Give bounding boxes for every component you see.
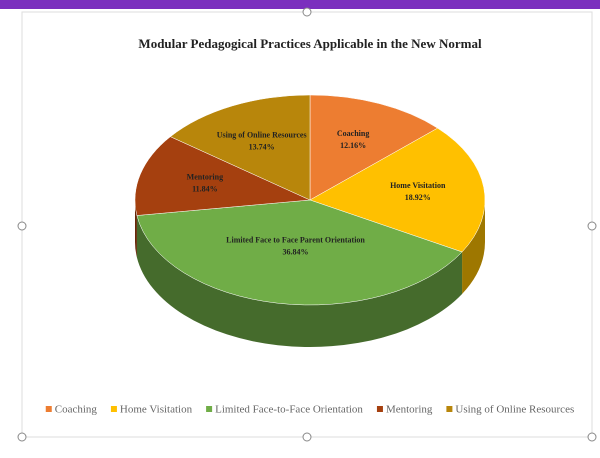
pie-side [136,215,463,347]
slice-label: Mentoring [187,173,223,182]
legend-swatch [376,406,383,412]
pie-slice [309,94,439,201]
chart-title: Modular Pedagogical Practices Applicable… [138,36,482,51]
legend-label: Home Visitation [120,404,193,416]
pie-slice [169,94,311,201]
handle [587,432,597,442]
slice-label: Home Visitation [390,181,446,190]
handle [302,7,312,17]
handle [17,221,27,231]
legend-label: Using of Online Resources [455,404,574,416]
slice-value-label: 13.74% [249,143,275,152]
slice-label: Limited Face to Face Parent Orientation [226,235,365,244]
legend-label: Limited Face-to-Face Orientation [215,404,363,416]
legend-label: Mentoring [386,404,433,416]
legend-swatch [110,406,117,412]
handle [17,432,27,442]
slice-value-label: 36.84% [283,247,309,256]
handle [302,432,312,442]
top-bar [0,0,600,9]
legend-swatch [446,406,453,412]
legend-swatch [206,406,213,412]
handle [587,221,597,231]
slice-value-label: 12.16% [340,141,366,150]
slice-value-label: 11.84% [192,185,218,194]
legend-label: Coaching [55,404,98,416]
legend-swatch [45,406,52,412]
slice-label: Using of Online Resources [217,131,307,140]
slice-label: Coaching [337,129,369,138]
pie-slice [136,199,463,306]
pie-slice [134,136,311,216]
pie-side [462,200,485,294]
pie-slice [309,127,486,253]
slice-value-label: 18.92% [405,193,431,202]
